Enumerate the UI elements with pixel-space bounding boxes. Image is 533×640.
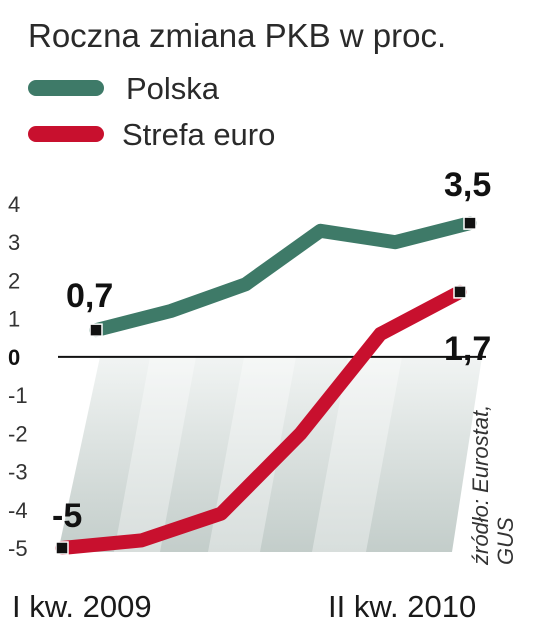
data-label-polska-start: 0,7	[66, 277, 113, 315]
y-tick-label: -5	[8, 536, 28, 561]
y-tick-label: 1	[8, 307, 20, 332]
y-tick-label: -1	[8, 383, 28, 408]
series-line-strefa-euro	[55, 284, 467, 555]
background-stripes	[114, 356, 402, 552]
endpoint-markers	[55, 216, 477, 555]
source-line-2: GUS	[493, 517, 518, 565]
source-line-1: źródło: Eurostat,	[468, 405, 493, 566]
x-label-end: II kw. 2010	[328, 589, 476, 624]
y-tick-label: 3	[8, 230, 20, 255]
y-tick-label: 4	[8, 192, 20, 217]
y-tick-label: 0	[8, 345, 20, 370]
legend-label-polska: Polska	[126, 71, 220, 106]
legend: Polska Strefa euro	[28, 71, 275, 152]
chart-title: Roczna zmiana PKB w proc.	[28, 17, 446, 54]
endpoint-marker	[89, 323, 103, 337]
y-tick-label: -2	[8, 421, 28, 446]
data-label-euro-start: -5	[52, 497, 82, 535]
data-label-polska-end: 3,5	[444, 166, 491, 204]
source-note: źródło: Eurostat, GUS	[468, 399, 518, 566]
legend-label-strefa-euro: Strefa euro	[122, 117, 275, 152]
background-stripe	[114, 356, 196, 552]
endpoint-marker	[453, 285, 467, 299]
y-tick-label: -4	[8, 498, 28, 523]
background-stripe	[312, 356, 402, 552]
data-label-euro-end: 1,7	[444, 330, 491, 368]
y-tick-label: 2	[8, 268, 20, 293]
y-tick-label: -3	[8, 460, 28, 485]
x-label-start: I kw. 2009	[12, 589, 152, 624]
endpoint-marker	[55, 541, 69, 555]
endpoint-marker	[463, 216, 477, 230]
y-axis-ticks: 4 3 2 1 0 -1 -2 -3 -4 -5	[8, 192, 28, 561]
series-line-polska	[89, 216, 477, 338]
